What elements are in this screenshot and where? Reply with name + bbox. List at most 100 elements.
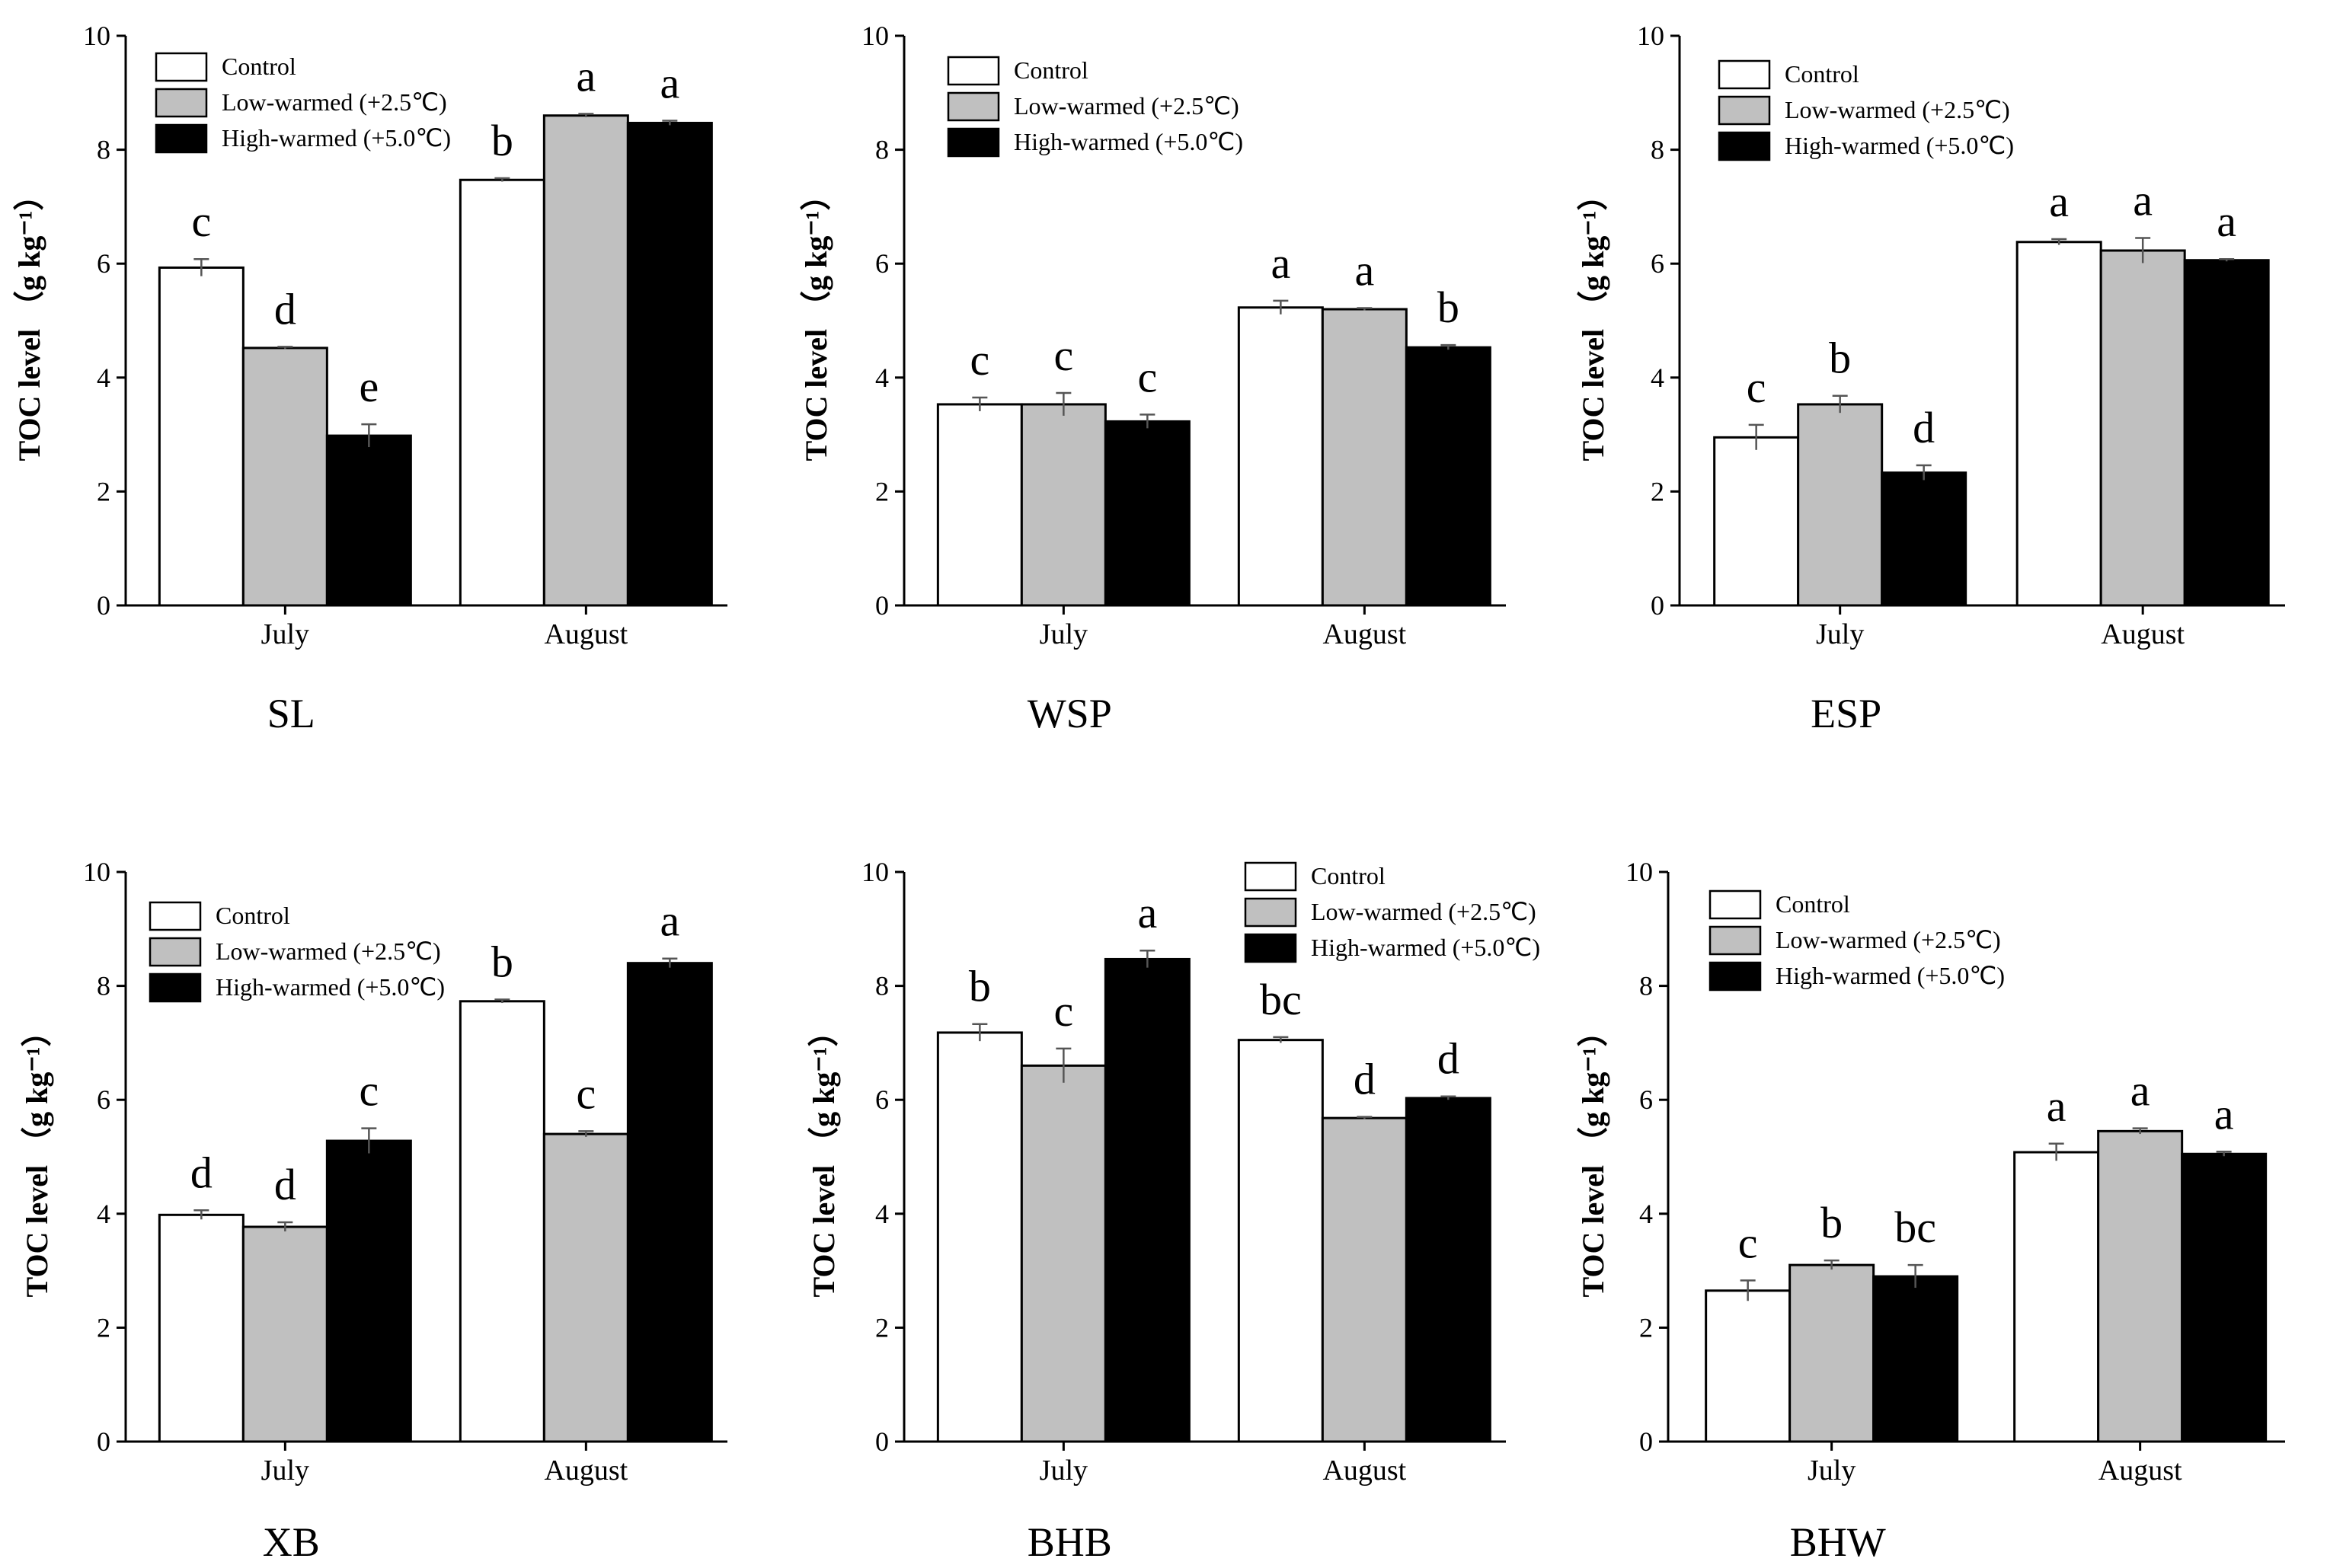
significance-letter: b: [1829, 334, 1851, 383]
bar: [626, 121, 713, 607]
significance-letter: b: [491, 116, 513, 165]
x-tick-label: August: [1322, 1455, 1406, 1487]
significance-letter: d: [274, 284, 296, 334]
y-tick-label: 8: [1639, 971, 1653, 1001]
legend-label: Control: [1785, 60, 1859, 88]
legend-label: High-warmed (+5.0℃): [1014, 128, 1243, 155]
significance-letter: d: [274, 1160, 296, 1209]
site-label: BHW: [1790, 1519, 1886, 1565]
bar: [158, 266, 245, 607]
significance-letter: c: [359, 1066, 379, 1116]
significance-letter: e: [359, 362, 379, 411]
bar: [1713, 436, 1800, 607]
y-tick-label: 8: [1651, 135, 1664, 165]
site-label: ESP: [1811, 691, 1881, 736]
y-tick-label: 10: [1625, 857, 1653, 887]
x-tick-label: August: [544, 1455, 628, 1487]
bar: [1405, 346, 1491, 607]
y-tick-label: 4: [97, 1199, 110, 1229]
bar: [1104, 957, 1191, 1443]
legend-swatch: [149, 937, 202, 967]
site-label: WSP: [1028, 691, 1112, 736]
significance-letter: a: [660, 896, 679, 946]
bar: [626, 962, 713, 1443]
significance-letter: bc: [1894, 1202, 1936, 1252]
y-tick-label: 0: [1639, 1426, 1653, 1457]
y-tick-label: 4: [1639, 1199, 1653, 1229]
y-tick-label: 2: [1639, 1312, 1653, 1343]
bar: [241, 346, 328, 607]
x-tick-label: July: [261, 618, 309, 650]
bar: [1881, 471, 1967, 607]
chart-panel-bhb: 0 2 4 6 8 10 July August b bc c d a d Control Low-warme…: [807, 857, 1540, 1565]
legend-swatch: [1708, 925, 1762, 956]
significance-letter: a: [660, 58, 679, 107]
bar: [1705, 1289, 1792, 1443]
legend-label: Low-warmed (+2.5℃): [1311, 898, 1536, 925]
significance-letter: c: [1053, 986, 1073, 1036]
legend-label: Low-warmed (+2.5℃): [1776, 926, 2001, 953]
legend-label: Low-warmed (+2.5℃): [1014, 92, 1239, 120]
site-label: BHB: [1028, 1519, 1112, 1565]
bar: [1237, 306, 1324, 607]
bar: [2099, 249, 2186, 607]
y-tick-label: 0: [97, 590, 110, 621]
legend-swatch: [1244, 897, 1297, 928]
bar: [1321, 1116, 1408, 1443]
y-tick-label: 4: [1651, 362, 1664, 393]
significance-letter: a: [2130, 1066, 2150, 1116]
legend-label: High-warmed (+5.0℃): [1785, 132, 2014, 159]
chart-panel-wsp: 0 2 4 6 8 10 July August c a c a c b Control Low-warmed…: [799, 21, 1506, 736]
y-tick-label: 2: [97, 476, 110, 506]
chart-panel-bhw: 0 2 4 6 8 10 July August c a b a bc a Control Low-warme…: [1576, 857, 2285, 1565]
significance-letter: a: [2049, 177, 2069, 226]
legend-swatch: [1718, 95, 1771, 126]
y-axis-label: TOC level （g kg⁻¹）: [1576, 180, 1610, 461]
x-tick-label: July: [1816, 618, 1864, 650]
bar: [1020, 403, 1107, 607]
y-tick-label: 4: [875, 1199, 889, 1229]
legend-label: High-warmed (+5.0℃): [1776, 962, 2005, 989]
y-tick-label: 6: [875, 248, 889, 279]
bar: [1788, 1263, 1875, 1443]
y-tick-label: 10: [83, 857, 110, 887]
bar: [325, 1139, 412, 1443]
legend-label: Low-warmed (+2.5℃): [216, 937, 441, 965]
legend-swatch: [1708, 889, 1762, 920]
x-tick-label: August: [2101, 618, 2185, 650]
y-tick-label: 10: [861, 21, 889, 51]
legend-swatch: [1244, 933, 1297, 963]
bar: [2181, 1152, 2268, 1443]
legend-label: High-warmed (+5.0℃): [216, 973, 445, 1001]
y-tick-label: 4: [875, 362, 889, 393]
legend-label: Control: [1014, 56, 1088, 84]
bar: [2013, 1151, 2100, 1443]
legend-swatch: [155, 88, 208, 118]
y-axis-label: TOC level （g kg⁻¹）: [807, 1016, 841, 1297]
y-tick-label: 6: [1639, 1084, 1653, 1115]
y-tick-label: 0: [875, 590, 889, 621]
y-tick-label: 4: [97, 362, 110, 393]
bar: [936, 1031, 1023, 1443]
y-tick-label: 8: [97, 971, 110, 1001]
bar: [459, 178, 545, 607]
significance-letter: c: [970, 335, 989, 385]
x-tick-label: July: [1808, 1455, 1856, 1487]
y-axis-label: TOC level （g kg⁻¹）: [20, 1016, 54, 1297]
bar: [1237, 1039, 1324, 1443]
y-tick-label: 10: [83, 21, 110, 51]
significance-letter: a: [2047, 1081, 2066, 1131]
legend-swatch: [155, 52, 208, 82]
significance-letter: bc: [1260, 975, 1302, 1024]
y-tick-label: 2: [1651, 476, 1664, 506]
y-axis-label: TOC level （g kg⁻¹）: [799, 180, 833, 461]
significance-letter: c: [1137, 352, 1157, 401]
legend-swatch: [1718, 59, 1771, 90]
legend-swatch: [1718, 131, 1771, 161]
bar: [542, 1132, 629, 1443]
x-tick-label: August: [1322, 618, 1406, 650]
y-tick-label: 8: [875, 971, 889, 1001]
bar: [1104, 420, 1191, 607]
y-tick-label: 6: [97, 1084, 110, 1115]
